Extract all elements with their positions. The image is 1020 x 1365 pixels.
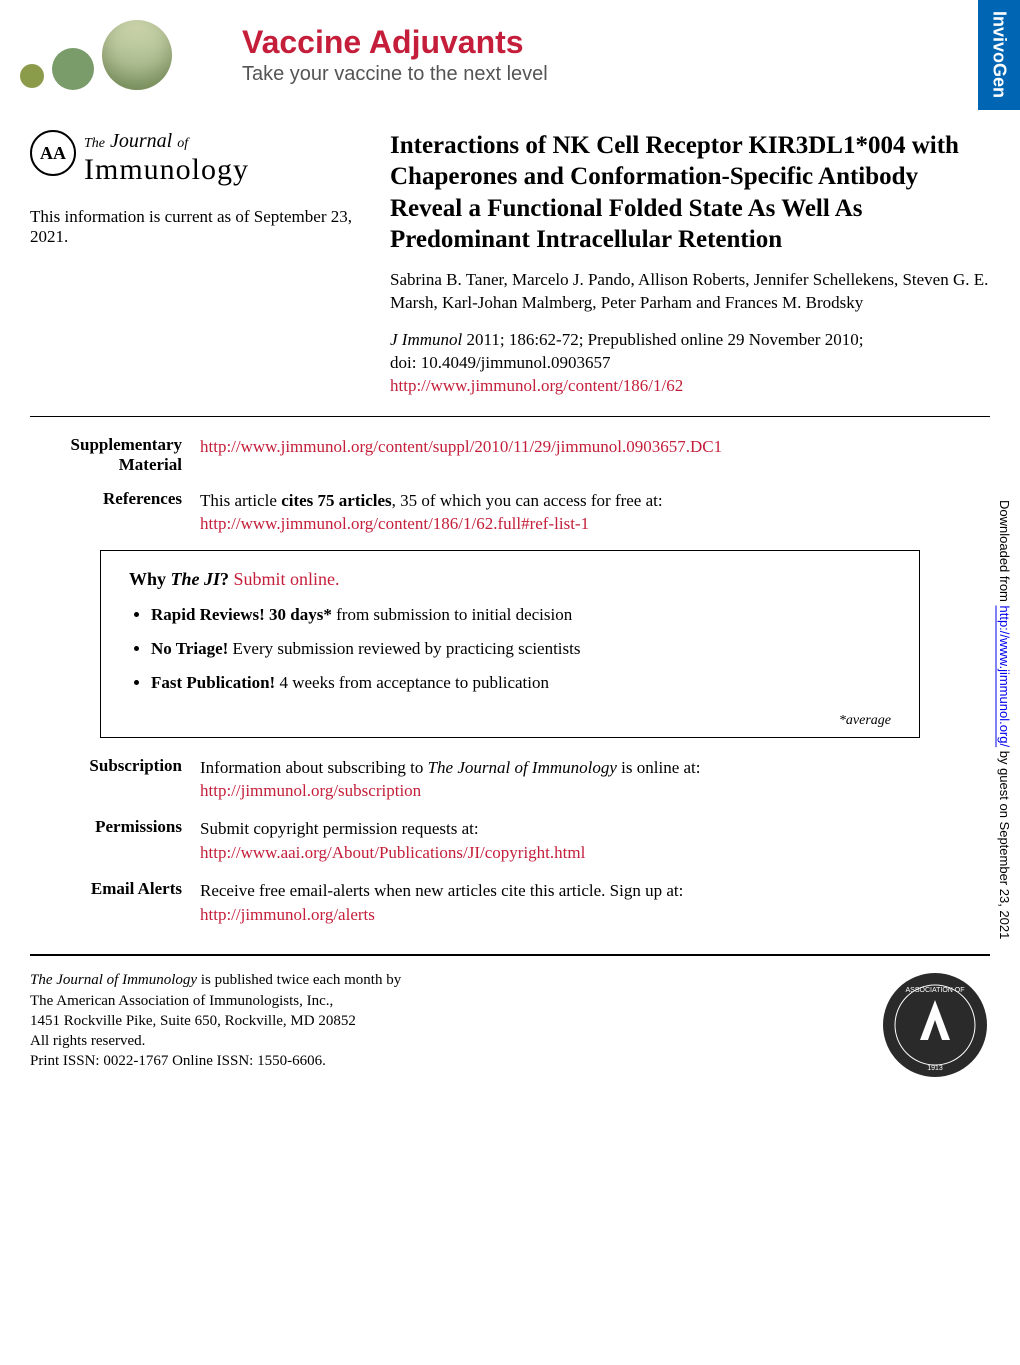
invivogen-tab[interactable]: InvivoGen xyxy=(978,0,1020,110)
footer-text: The Journal of Immunology is published t… xyxy=(30,970,850,1071)
currency-note: This information is current as of Septem… xyxy=(30,207,360,247)
supplementary-row: Supplementary Material http://www.jimmun… xyxy=(0,435,1020,475)
email-alerts-label: Email Alerts xyxy=(30,879,200,927)
circle-medium xyxy=(52,48,94,90)
footer-line5: Print ISSN: 0022-1767 Online ISSN: 1550-… xyxy=(30,1053,326,1069)
subscription-text: Information about subscribing to xyxy=(200,758,428,777)
references-pre: This article xyxy=(200,491,281,510)
why-average-note: *average xyxy=(839,713,891,729)
footer-separator xyxy=(30,954,990,956)
why-b3-bold: Fast Publication! xyxy=(151,673,275,692)
footer-journal-italic: The Journal of Immunology xyxy=(30,972,197,988)
permissions-label: Permissions xyxy=(30,817,200,865)
circle-large xyxy=(102,20,172,90)
download-side-note: Downloaded from http://www.jimmunol.org/… xyxy=(997,500,1012,939)
separator xyxy=(30,416,990,417)
permissions-row: Permissions Submit copyright permission … xyxy=(0,817,1020,865)
svg-text:1913: 1913 xyxy=(927,1065,943,1072)
why-ji-box: Why The JI? Submit online. Rapid Reviews… xyxy=(100,550,920,737)
logo-immunology: Immunology xyxy=(84,153,249,187)
references-bold: cites 75 articles xyxy=(281,491,391,510)
submit-online-link[interactable]: Submit online. xyxy=(234,569,340,589)
logo-journal: Journal xyxy=(110,130,172,152)
side-link[interactable]: http://www.jimmunol.org/ xyxy=(997,606,1012,748)
why-title: Why The JI? Submit online. xyxy=(129,569,891,590)
side-post: by guest on September 23, 2021 xyxy=(997,747,1012,939)
references-row: References This article cites 75 article… xyxy=(0,489,1020,537)
svg-text:ASSOCIATION OF: ASSOCIATION OF xyxy=(906,987,965,994)
logo-of: of xyxy=(177,136,188,151)
why-list: Rapid Reviews! 30 days* from submission … xyxy=(129,604,891,694)
why-b2-rest: Every submission reviewed by practicing … xyxy=(228,639,580,658)
footer: The Journal of Immunology is published t… xyxy=(0,970,1020,1100)
side-pre: Downloaded from xyxy=(997,500,1012,606)
footer-line1-rest: is published twice each month by xyxy=(197,972,401,988)
citation-doi: doi: 10.4049/jimmunol.0903657 xyxy=(390,353,611,372)
why-b3-rest: 4 weeks from acceptance to publication xyxy=(275,673,549,692)
why-b1-bold: Rapid Reviews! 30 days* xyxy=(151,605,332,624)
subscription-label: Subscription xyxy=(30,756,200,804)
references-value: This article cites 75 articles, 35 of wh… xyxy=(200,489,990,537)
left-column: AA The Journal of Immunology This inform… xyxy=(30,130,360,398)
logo-text: The Journal of Immunology xyxy=(84,130,249,187)
subscription-text2: is online at: xyxy=(617,758,701,777)
why-b2-bold: No Triage! xyxy=(151,639,228,658)
supplementary-label: Supplementary Material xyxy=(30,435,200,475)
permissions-link[interactable]: http://www.aai.org/About/Publications/JI… xyxy=(200,843,585,862)
logo-seal-icon: AA xyxy=(30,130,76,176)
circle-small xyxy=(20,64,44,88)
logo-the: The xyxy=(84,136,105,151)
email-alerts-row: Email Alerts Receive free email-alerts w… xyxy=(0,879,1020,927)
why-ji: The JI xyxy=(171,569,221,589)
email-alerts-value: Receive free email-alerts when new artic… xyxy=(200,879,990,927)
banner-title: Vaccine Adjuvants xyxy=(242,24,548,61)
article-title: Interactions of NK Cell Receptor KIR3DL1… xyxy=(390,130,990,255)
why-bullet-3: Fast Publication! 4 weeks from acceptanc… xyxy=(151,672,891,694)
footer-line4: All rights reserved. xyxy=(30,1033,145,1049)
footer-line3: 1451 Rockville Pike, Suite 650, Rockvill… xyxy=(30,1013,356,1029)
email-alerts-text: Receive free email-alerts when new artic… xyxy=(200,881,683,900)
supplementary-link[interactable]: http://www.jimmunol.org/content/suppl/20… xyxy=(200,437,722,456)
right-column: Interactions of NK Cell Receptor KIR3DL1… xyxy=(390,130,990,398)
why-bullet-2: No Triage! Every submission reviewed by … xyxy=(151,638,891,660)
ad-banner: Vaccine Adjuvants Take your vaccine to t… xyxy=(0,0,1020,110)
banner-subtitle: Take your vaccine to the next level xyxy=(242,63,548,86)
banner-text: Vaccine Adjuvants Take your vaccine to t… xyxy=(242,24,548,86)
subscription-journal: The Journal of Immunology xyxy=(428,758,617,777)
permissions-value: Submit copyright permission requests at:… xyxy=(200,817,990,865)
citation-rest: 2011; 186:62-72; Prepublished online 29 … xyxy=(462,330,863,349)
references-link[interactable]: http://www.jimmunol.org/content/186/1/62… xyxy=(200,514,589,533)
subscription-link[interactable]: http://jimmunol.org/subscription xyxy=(200,781,421,800)
subscription-row: Subscription Information about subscribi… xyxy=(0,756,1020,804)
article-url-link[interactable]: http://www.jimmunol.org/content/186/1/62 xyxy=(390,376,683,395)
subscription-value: Information about subscribing to The Jou… xyxy=(200,756,990,804)
banner-graphic xyxy=(20,20,172,90)
article-citation: J Immunol 2011; 186:62-72; Prepublished … xyxy=(390,329,990,398)
footer-line2: The American Association of Immunologist… xyxy=(30,993,333,1009)
citation-journal: J Immunol xyxy=(390,330,462,349)
article-authors: Sabrina B. Taner, Marcelo J. Pando, Alli… xyxy=(390,269,990,315)
references-label: References xyxy=(30,489,200,537)
why-pre: Why xyxy=(129,569,171,589)
why-bullet-1: Rapid Reviews! 30 days* from submission … xyxy=(151,604,891,626)
journal-logo: AA The Journal of Immunology xyxy=(30,130,360,187)
permissions-text: Submit copyright permission requests at: xyxy=(200,819,479,838)
email-alerts-link[interactable]: http://jimmunol.org/alerts xyxy=(200,905,375,924)
why-b1-rest: from submission to initial decision xyxy=(332,605,572,624)
header-block: AA The Journal of Immunology This inform… xyxy=(0,110,1020,398)
aai-seal-icon: ASSOCIATION OF 1913 xyxy=(880,970,990,1080)
why-q: ? xyxy=(220,569,234,589)
references-post: , 35 of which you can access for free at… xyxy=(392,491,663,510)
